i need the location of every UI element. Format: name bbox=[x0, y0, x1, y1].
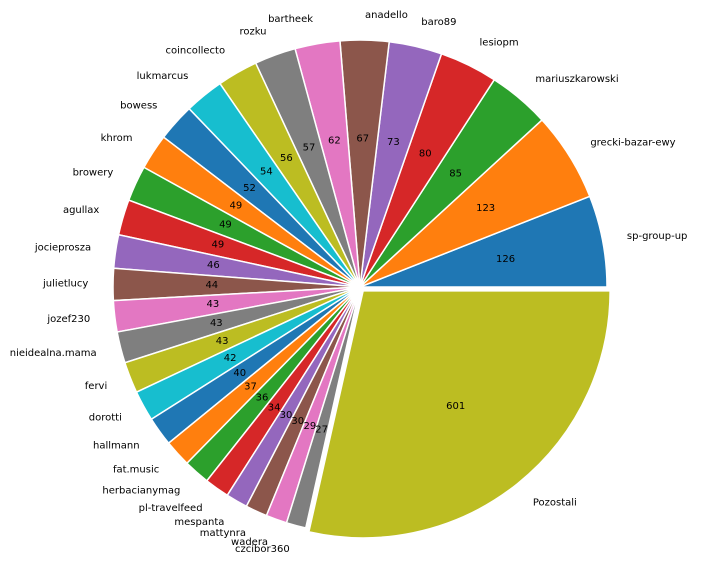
category-label-lukmarcus: lukmarcus bbox=[137, 71, 189, 82]
category-label-fat-music: fat.music bbox=[113, 465, 159, 476]
category-label-khrom: khrom bbox=[101, 133, 133, 144]
value-label-fat-music: 37 bbox=[244, 381, 257, 392]
category-label-coincollecto: coincollecto bbox=[165, 46, 225, 57]
value-label-rozku: 57 bbox=[303, 142, 316, 153]
category-label-julietlucy: julietlucy bbox=[42, 279, 88, 290]
category-label-agullax: agullax bbox=[63, 205, 99, 216]
value-label-browery: 49 bbox=[219, 219, 232, 230]
value-label-lesiopm: 80 bbox=[419, 148, 432, 159]
value-label-herbacianymag: 36 bbox=[256, 393, 269, 404]
value-label-jozef230: 43 bbox=[206, 299, 219, 310]
category-label-mespanta: mespanta bbox=[174, 517, 224, 528]
category-label-bartheek: bartheek bbox=[268, 14, 313, 25]
category-label-fervi: fervi bbox=[85, 381, 107, 392]
category-label-mattynra: mattynra bbox=[200, 528, 246, 539]
value-label-jocieprosza: 46 bbox=[207, 260, 220, 271]
category-label-pl-travelfeed: pl-travelfeed bbox=[139, 503, 203, 514]
value-label-mespanta: 30 bbox=[280, 410, 293, 421]
category-label-herbacianymag: herbacianymag bbox=[102, 485, 180, 496]
value-label-agullax: 49 bbox=[211, 240, 224, 251]
value-label-wadera: 29 bbox=[303, 421, 316, 432]
category-label-baro89: baro89 bbox=[421, 17, 456, 28]
value-label-bowess: 52 bbox=[243, 183, 256, 194]
value-label-lukmarcus: 54 bbox=[260, 167, 273, 178]
value-label-coincollecto: 56 bbox=[280, 153, 293, 164]
value-label-pl-travelfeed: 34 bbox=[268, 402, 281, 413]
category-label-dorotti: dorotti bbox=[89, 412, 122, 423]
category-label-lesiopm: lesiopm bbox=[480, 38, 519, 49]
value-label-bartheek: 62 bbox=[328, 136, 341, 147]
value-label-grecki-bazar-ewy: 123 bbox=[476, 203, 495, 214]
value-label-nieidealna-mama: 43 bbox=[210, 318, 223, 329]
category-label-jozef230: jozef230 bbox=[46, 314, 90, 325]
category-label-pozostali: Pozostali bbox=[533, 498, 577, 509]
value-label-mattynra: 30 bbox=[291, 416, 304, 427]
category-label-anadello: anadello bbox=[365, 10, 408, 21]
value-label-pozostali: 601 bbox=[446, 401, 465, 412]
category-label-grecki-bazar-ewy: grecki-bazar-ewy bbox=[590, 137, 675, 148]
value-label-baro89: 73 bbox=[387, 137, 400, 148]
value-label-anadello: 67 bbox=[356, 133, 369, 144]
category-label-nieidealna-mama: nieidealna.mama bbox=[10, 348, 97, 359]
pie-value-labels: 1261238580736762575654524949494644434343… bbox=[205, 133, 515, 435]
category-label-sp-group-up: sp-group-up bbox=[627, 231, 688, 242]
pie-category-labels: sp-group-up grecki-bazar-ewy mariuszkarows… bbox=[10, 10, 688, 555]
category-label-browery: browery bbox=[73, 168, 114, 179]
value-label-mariuszkarowski: 85 bbox=[449, 168, 462, 179]
value-label-khrom: 49 bbox=[230, 200, 243, 211]
pie-slice-czcibor360 bbox=[285, 286, 361, 529]
value-label-sp-group-up: 126 bbox=[496, 254, 515, 265]
pie-slices bbox=[112, 39, 611, 539]
category-label-jocieprosza: jocieprosza bbox=[34, 242, 91, 253]
value-label-hallmann: 40 bbox=[233, 368, 246, 379]
category-label-rozku: rozku bbox=[239, 26, 266, 37]
value-label-julietlucy: 44 bbox=[205, 280, 218, 291]
value-label-czcibor360: 27 bbox=[315, 425, 328, 436]
category-label-hallmann: hallmann bbox=[93, 440, 140, 451]
pie-slice-pozostali bbox=[307, 290, 611, 539]
category-label-mariuszkarowski: mariuszkarowski bbox=[535, 74, 618, 85]
category-label-wadera: wadera bbox=[231, 537, 268, 548]
category-label-bowess: bowess bbox=[120, 100, 157, 111]
value-label-dorotti: 42 bbox=[224, 353, 237, 364]
value-label-fervi: 43 bbox=[216, 336, 229, 347]
category-label-czcibor360: czcibor360 bbox=[235, 544, 290, 555]
